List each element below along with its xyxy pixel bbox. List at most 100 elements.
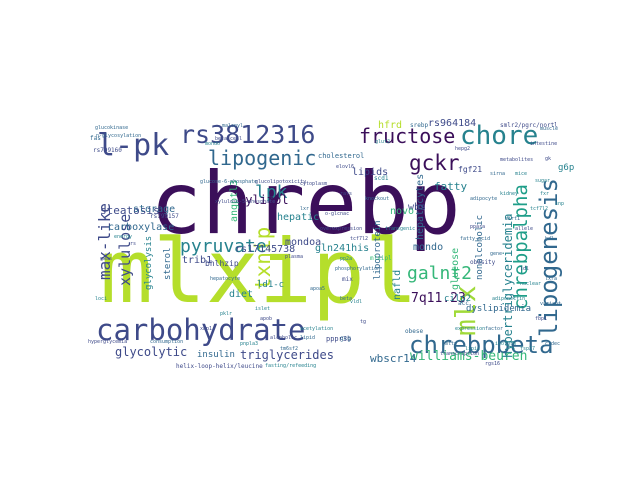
cloud-word: g6p: [558, 163, 574, 173]
cloud-word: intestine: [530, 141, 557, 147]
cloud-word: lipids: [352, 167, 388, 178]
cloud-word: fsp27: [520, 346, 535, 352]
cloud-word: lipogenesis: [535, 178, 563, 337]
cloud-word: islet: [255, 306, 270, 312]
cloud-word: ppara: [470, 224, 485, 230]
cloud-word: glucose: [450, 248, 461, 290]
cloud-word: gk: [545, 156, 551, 162]
cloud-word: n-glycosylation: [96, 133, 141, 139]
cloud-word: gckr: [409, 151, 460, 175]
cloud-word: carboxylase: [108, 222, 174, 233]
cloud-word: xylulose: [116, 214, 134, 286]
cloud-word: hdl: [545, 236, 554, 242]
cloud-word: tcf7l2: [350, 236, 368, 242]
cloud-word: apoa5: [310, 286, 325, 292]
cloud-word: lipid: [300, 335, 315, 341]
cloud-word: angptl3: [229, 180, 240, 222]
cloud-word: tcf7l2: [530, 206, 548, 212]
cloud-word: bhlhzip: [205, 259, 239, 268]
cloud-word: plasma: [285, 254, 303, 260]
cloud-word: pklr: [220, 311, 232, 317]
cloud-word: gwas: [100, 256, 112, 262]
cloud-word: lpk: [255, 182, 288, 203]
cloud-word: factor: [485, 326, 503, 332]
cloud-word: fructose: [359, 124, 455, 148]
cloud-word: loci: [95, 296, 107, 302]
cloud-word: galnt2: [407, 263, 472, 284]
cloud-word: mondo: [413, 242, 443, 253]
cloud-word: fatty: [434, 180, 467, 193]
cloud-word: tg: [360, 319, 366, 325]
cloud-word: txnip: [251, 227, 275, 290]
cloud-word: scd1: [374, 175, 389, 182]
cloud-word: dyslipidemia: [466, 304, 531, 314]
cloud-word: energy: [114, 234, 132, 240]
cloud-word: lxra: [545, 276, 557, 282]
cloud-word: adiponectin: [492, 296, 525, 302]
cloud-word: rs3812316: [180, 120, 315, 149]
cloud-word: hepatic: [277, 212, 319, 223]
cloud-word: expression: [455, 326, 485, 332]
cloud-word: fbp1: [535, 316, 547, 322]
cloud-word: lipogenic: [208, 146, 316, 170]
cloud-word: xylulose-5-phosphate: [215, 199, 275, 205]
cloud-word: rs964184: [428, 118, 476, 129]
cloud-word: vldl: [350, 299, 362, 305]
cloud-word: wbs: [408, 202, 426, 213]
cloud-word: hepatocytes: [415, 174, 426, 240]
cloud-word: hfrd: [378, 120, 402, 131]
cloud-word: adipocyte: [470, 196, 497, 202]
cloud-word: transcription: [440, 351, 479, 357]
cloud-word: obesity: [470, 259, 496, 266]
cloud-word: rs799160: [93, 147, 122, 154]
cloud-word: mice: [515, 171, 527, 177]
cloud-word: hepatocyte: [210, 276, 240, 282]
cloud-word: obese: [405, 328, 423, 335]
cloud-word: variant: [540, 301, 561, 307]
cloud-word: diet: [229, 289, 253, 300]
cloud-word: tm6sf2: [280, 346, 298, 352]
cloud-word: snp: [555, 201, 564, 207]
cloud-word: fatty-acid: [460, 236, 490, 242]
cloud-word: malonyl: [222, 123, 243, 129]
cloud-word: gln241his: [315, 243, 369, 254]
cloud-word: srebp: [410, 122, 428, 129]
cloud-word: wbscr14: [370, 352, 417, 365]
cloud-word: pnpla3: [240, 341, 258, 347]
cloud-word: pppr3b: [326, 335, 351, 343]
cloud-word: lxr: [300, 206, 309, 212]
cloud-word: 7q11.23: [411, 291, 466, 306]
cloud-word: insulin: [197, 350, 235, 360]
cloud-word: pyruvate: [180, 236, 267, 257]
cloud-word: novo: [390, 206, 414, 217]
cloud-word: rgs16: [485, 361, 500, 367]
cloud-word: beta-cell: [215, 136, 242, 142]
cloud-word: xylitol: [238, 193, 289, 207]
cloud-word: storage: [133, 204, 175, 215]
cloud-word: rs: [130, 241, 136, 247]
cloud-word: chore: [460, 121, 538, 151]
cloud-word: mondo: [205, 141, 220, 147]
cloud-word: muscle: [540, 126, 558, 132]
cloud-word: alcoholic: [270, 335, 297, 341]
cloud-word: acc: [458, 300, 469, 307]
cloud-word: beta: [340, 296, 352, 302]
cloud-word: lipoprotein: [373, 220, 383, 280]
cloud-word: isoform: [495, 341, 516, 347]
cloud-word: hyperglycemia: [88, 339, 127, 345]
cloud-word: mondoa: [285, 237, 321, 248]
cloud-word: cilp2: [444, 294, 471, 304]
cloud-word: chrebpbeta: [409, 331, 554, 359]
cloud-word: mlxipl: [100, 220, 418, 323]
cloud-word: glucose-6-phosphate: [200, 179, 257, 185]
cloud-word: glucolipotoxicity: [255, 179, 306, 185]
cloud-word: metabolites: [500, 157, 533, 163]
cloud-word: steatosis: [100, 204, 160, 217]
cloud-word: cidec: [545, 341, 560, 347]
cloud-word: mix: [342, 276, 353, 283]
cloud-word: carbohydrate: [96, 313, 306, 347]
cloud-word: phosphorylation: [335, 266, 380, 272]
cloud-word: glucokinase: [95, 125, 128, 131]
cloud-word: l-pk: [97, 128, 169, 163]
